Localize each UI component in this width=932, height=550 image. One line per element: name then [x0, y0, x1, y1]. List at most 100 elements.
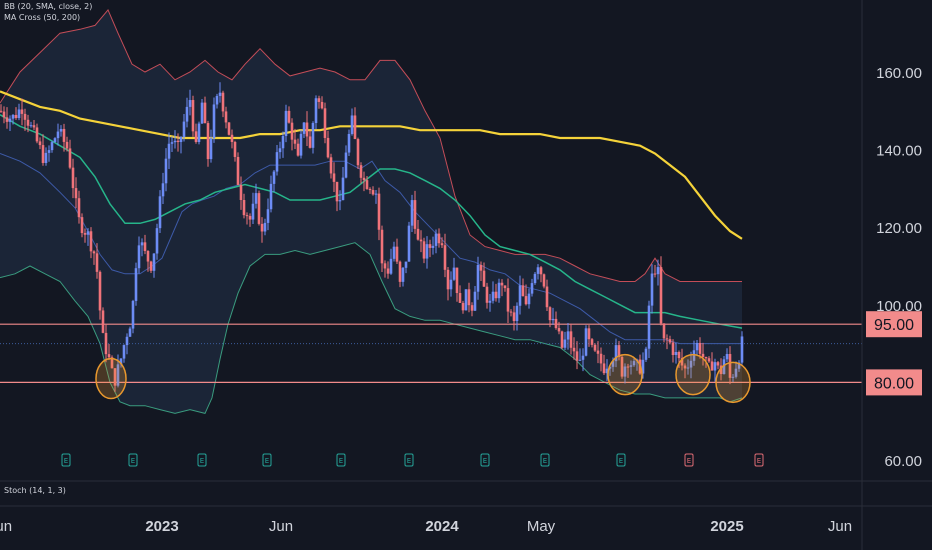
candle-body [341, 177, 345, 201]
candle-body [440, 243, 444, 246]
candle-body [218, 92, 222, 96]
candle-body [491, 291, 495, 301]
candle-body [386, 268, 390, 274]
candle-body [740, 336, 744, 363]
candle-body [398, 261, 402, 282]
candle-body [698, 342, 702, 354]
candle-body [119, 358, 123, 365]
candle-body [494, 291, 498, 299]
earnings-marker-2 [197, 453, 207, 467]
candle-body [563, 339, 567, 348]
stoch-indicator-label[interactable]: Stoch (14, 1, 3) [4, 486, 66, 495]
candle-body [719, 365, 723, 375]
candle-body [146, 250, 150, 262]
candle-body [464, 289, 468, 311]
candle-body [152, 253, 156, 271]
candle-body [182, 121, 186, 137]
candle-body [17, 109, 21, 119]
ma-cross-indicator-label[interactable]: MA Cross (50, 200) [4, 13, 81, 22]
candle-body [392, 246, 396, 259]
candle-body [329, 157, 333, 174]
candle-body [122, 345, 126, 359]
x-tick-label: 2025 [710, 518, 743, 535]
earnings-marker-9 [684, 453, 694, 467]
highlight-circle-2 [675, 353, 711, 396]
candle-body [206, 123, 210, 160]
candle-body [266, 209, 270, 223]
candle-body [173, 140, 177, 143]
candle-body [623, 366, 627, 377]
candle-body [425, 244, 429, 259]
candle-body [5, 117, 9, 122]
earnings-marker-7 [540, 453, 550, 467]
candle-body [65, 141, 69, 149]
candle-body [605, 368, 609, 374]
candle-body [590, 339, 594, 345]
candle-body [470, 305, 474, 311]
candle-body [314, 98, 318, 124]
candle-body [344, 152, 348, 178]
x-tick-label: 2024 [425, 518, 459, 535]
candle-body [695, 342, 699, 351]
candle-body [56, 131, 60, 139]
candle-body [0, 110, 3, 112]
candle-body [200, 102, 204, 124]
candle-body [458, 293, 462, 303]
candle-body [176, 140, 180, 142]
y-tick-label: 160.00 [876, 65, 922, 82]
candle-body [230, 134, 234, 142]
candle-body [140, 242, 144, 246]
candle-body [251, 203, 255, 220]
candle-body [197, 123, 201, 142]
candle-body [263, 222, 267, 232]
candle-body [137, 245, 141, 269]
highlight-circle-3 [715, 361, 751, 404]
candle-body [368, 188, 372, 191]
earnings-marker-label: E [64, 457, 68, 465]
candle-body [275, 152, 279, 172]
earnings-marker-10 [754, 453, 764, 467]
candle-body [131, 300, 135, 329]
candle-body [656, 267, 660, 275]
candle-body [551, 318, 555, 321]
candle-body [86, 231, 90, 235]
y-tick-label: 100.00 [876, 298, 922, 315]
candle-body [725, 354, 729, 360]
candle-body [185, 106, 189, 122]
bb-indicator-label[interactable]: BB (20, SMA, close, 2) [4, 2, 93, 11]
candle-body [683, 365, 687, 369]
x-tick-label: Jun [269, 518, 293, 535]
candle-body [104, 332, 108, 355]
candle-body [8, 118, 12, 122]
candle-body [629, 365, 633, 367]
candle-body [209, 138, 213, 160]
bb-upper-line [0, 8, 742, 282]
candle-body [377, 193, 381, 230]
candle-body [431, 245, 435, 248]
earnings-marker-label: E [131, 457, 135, 465]
candle-body [500, 282, 504, 286]
candle-body [566, 331, 570, 340]
candle-body [548, 307, 552, 321]
candle-body [110, 357, 114, 369]
y-tick-label: 60.00 [884, 453, 922, 470]
candle-body [689, 360, 693, 368]
candle-body [518, 285, 522, 306]
candle-body [353, 115, 357, 140]
candle-body [674, 352, 678, 356]
candle-body [44, 152, 48, 163]
candle-body [578, 359, 582, 361]
candle-body [83, 233, 87, 235]
candle-body [224, 111, 228, 123]
level-label-bg-1 [866, 369, 922, 396]
candle-body [449, 279, 453, 290]
candle-body [50, 142, 54, 151]
level-label-bg-0 [866, 311, 922, 338]
candle-body [659, 267, 663, 324]
candle-body [107, 354, 111, 358]
candle-body [476, 265, 480, 292]
candle-body [488, 300, 492, 303]
earnings-marker-0 [61, 453, 71, 467]
